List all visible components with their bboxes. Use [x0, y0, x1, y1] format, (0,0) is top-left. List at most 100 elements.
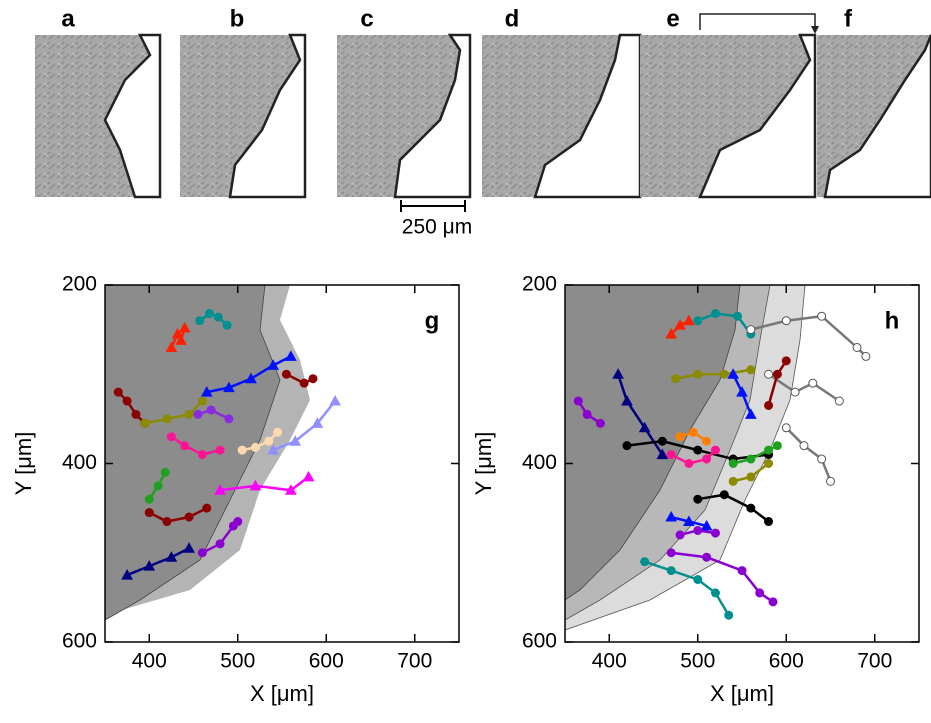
- track-point: [233, 517, 243, 527]
- track-point: [329, 394, 341, 406]
- track-point: [122, 396, 132, 406]
- track-point: [166, 432, 176, 442]
- x-tick-label: 700: [397, 650, 432, 673]
- track-point: [755, 588, 765, 598]
- y-tick-label: 200: [62, 273, 97, 296]
- track-point: [183, 542, 195, 553]
- panel-label: h: [885, 307, 900, 334]
- track-point: [684, 459, 694, 468]
- track-point: [595, 418, 605, 428]
- track-point: [193, 409, 203, 419]
- track-point: [195, 316, 205, 326]
- cell-sheet-g: [104, 284, 459, 642]
- track-point: [656, 448, 669, 460]
- track-point: [250, 442, 260, 452]
- x-axis-label: X [μm]: [250, 681, 314, 706]
- track-point: [737, 566, 747, 576]
- track-point: [180, 441, 190, 451]
- track-point: [621, 394, 633, 406]
- track-point: [808, 378, 818, 388]
- track: [697, 312, 752, 335]
- track-point: [702, 552, 712, 562]
- track-point: [852, 342, 862, 352]
- micrographs: [35, 13, 931, 212]
- track-point: [733, 311, 743, 321]
- track-point: [746, 365, 756, 375]
- track-point: [781, 423, 791, 433]
- track-point: [700, 519, 713, 531]
- track-point: [764, 459, 774, 468]
- track-point: [202, 503, 212, 513]
- track-point: [764, 445, 774, 455]
- track: [675, 368, 752, 380]
- track-point: [200, 386, 213, 397]
- track-point: [165, 341, 178, 352]
- track-point: [289, 435, 302, 446]
- track-point: [267, 444, 279, 455]
- x-tick-label: 600: [309, 650, 344, 673]
- track: [170, 435, 221, 456]
- track-point: [817, 454, 827, 464]
- track: [785, 426, 832, 482]
- track: [144, 400, 204, 425]
- track-point: [790, 387, 800, 397]
- x-tick-label: 500: [680, 650, 715, 673]
- track-point: [671, 374, 681, 384]
- track-point: [736, 386, 748, 397]
- track-point: [693, 525, 703, 535]
- track-point: [666, 548, 676, 558]
- track-point: [745, 408, 757, 419]
- track-point: [184, 512, 194, 522]
- track-point: [144, 494, 154, 504]
- y-tick-label: 400: [62, 451, 97, 474]
- track-point: [665, 511, 678, 522]
- track-point: [683, 515, 695, 527]
- track: [219, 475, 310, 492]
- track-point: [222, 320, 232, 330]
- panel-label: b: [230, 5, 245, 32]
- y-tick-label: 600: [62, 630, 97, 653]
- track-point: [719, 369, 729, 379]
- track-point: [666, 450, 676, 460]
- track-point: [768, 597, 778, 607]
- track-point: [764, 400, 774, 410]
- track-point: [710, 528, 720, 538]
- track-point: [206, 405, 216, 415]
- x-tick-label: 400: [132, 650, 167, 673]
- y-axis-label: Y [μm]: [471, 432, 496, 496]
- track-point: [746, 503, 756, 513]
- track-point: [264, 436, 274, 446]
- track-point: [746, 325, 756, 335]
- track-point: [140, 418, 150, 428]
- track-point: [772, 441, 782, 451]
- track-point: [285, 350, 297, 361]
- track-point: [582, 409, 592, 419]
- cell-sheet-h: [564, 284, 919, 642]
- y-tick-label: 400: [522, 451, 557, 474]
- track-point: [688, 427, 698, 437]
- track-point: [693, 575, 703, 585]
- track-point: [308, 374, 318, 384]
- x-tick-label: 600: [769, 650, 804, 673]
- track-point: [178, 321, 191, 333]
- track-point: [197, 548, 207, 558]
- track-point: [638, 421, 651, 433]
- track-point: [165, 551, 178, 562]
- track-point: [724, 610, 734, 620]
- track-point: [710, 309, 720, 319]
- track-point: [223, 381, 235, 393]
- track-point: [666, 566, 676, 576]
- track-point: [162, 517, 172, 527]
- track: [148, 507, 208, 523]
- track-point: [215, 445, 225, 455]
- track-point: [693, 494, 703, 504]
- track-point: [727, 368, 739, 379]
- track-point: [197, 450, 207, 460]
- track-point: [175, 334, 187, 345]
- panel-label: c: [360, 5, 373, 32]
- track: [670, 449, 717, 465]
- track-point: [113, 387, 123, 397]
- track-point: [612, 368, 624, 379]
- track-point: [143, 560, 156, 571]
- track: [198, 312, 228, 327]
